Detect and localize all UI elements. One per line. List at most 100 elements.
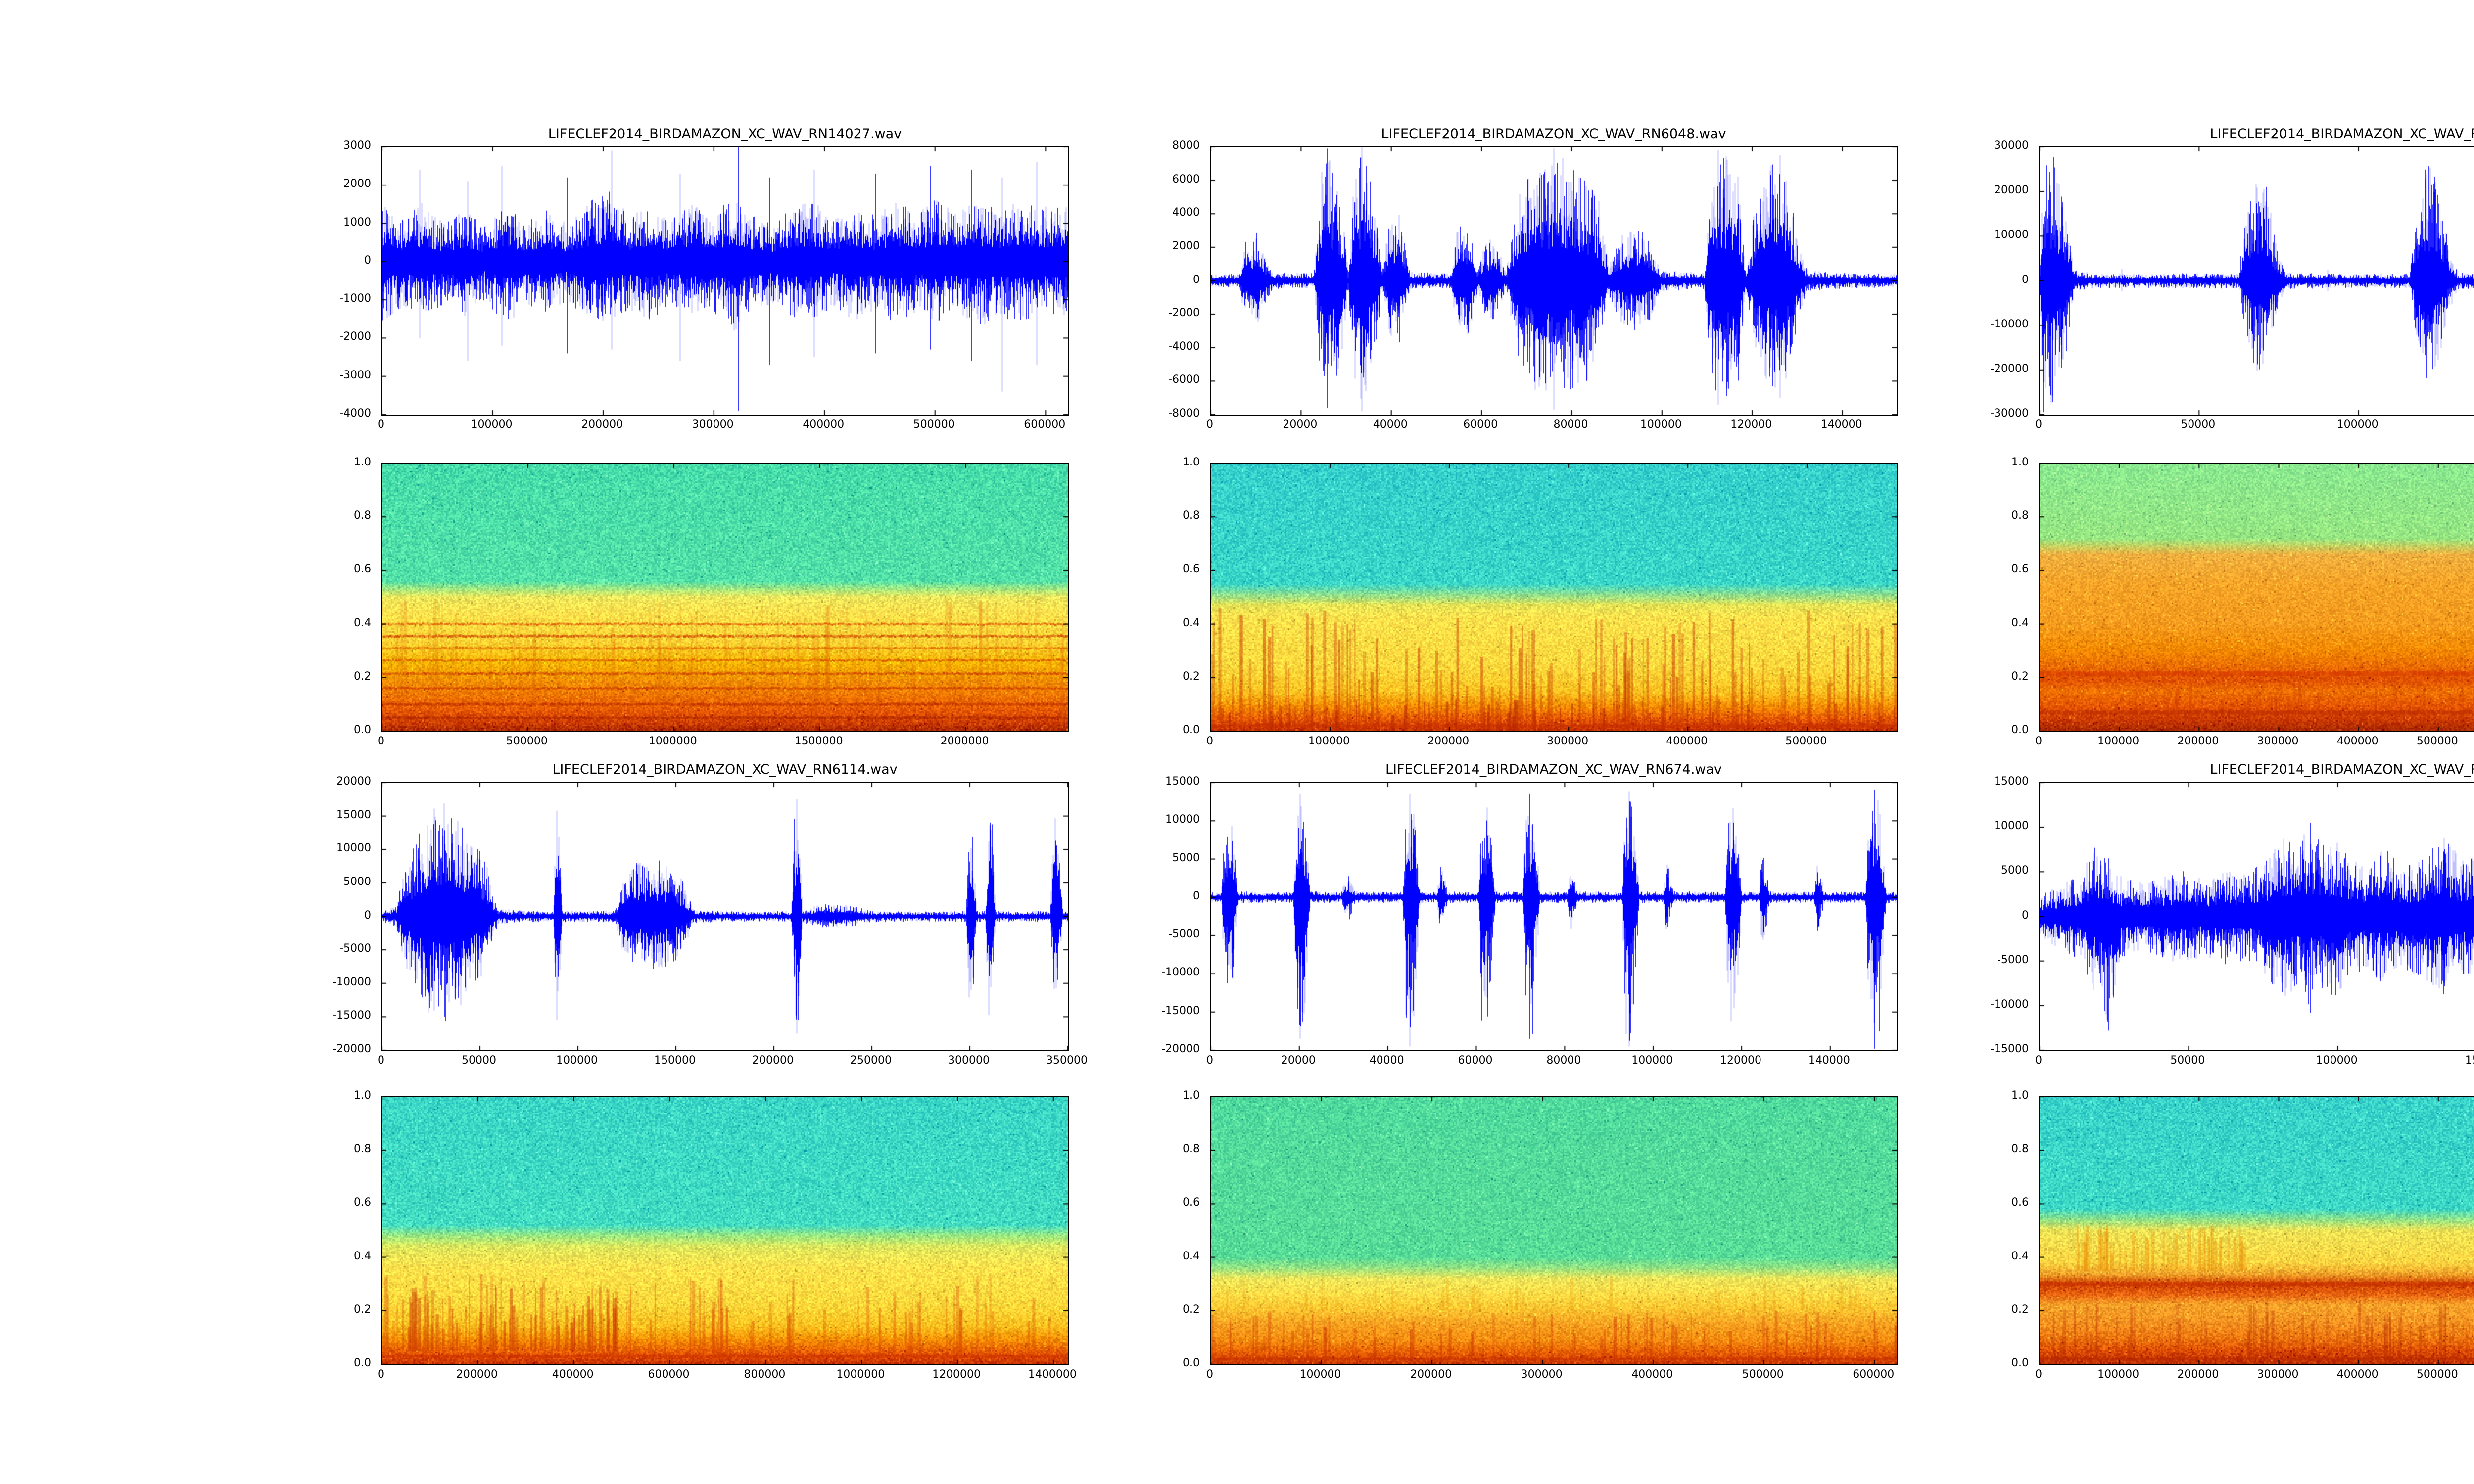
- y-tick-label: 0.0: [354, 724, 371, 736]
- y-tick-labels: 1.0 0.8 0.6 0.4 0.2 0.0: [1963, 1089, 2034, 1369]
- x-tick-label: 0: [378, 418, 384, 431]
- x-tick-label: 40000: [1369, 1054, 1404, 1067]
- y-tick-label: 2000: [1172, 239, 1200, 252]
- subplot-waveform-rn5767: LIFECLEF2014_BIRDAMAZON_XC_WAV_RN5767.wa…: [1990, 126, 2474, 431]
- x-tick-labels: 0 20000 40000 60000 80000 100000 120000 140000: [1206, 418, 1898, 434]
- x-tick-label: 600000: [1853, 1368, 1895, 1381]
- y-tick-label: -10000: [1161, 966, 1200, 979]
- axes-frame: [2039, 1096, 2474, 1365]
- axes-frame: [2039, 782, 2474, 1051]
- x-tick-labels: 0 100000 200000 300000 400000 500000: [1206, 735, 1898, 751]
- y-tick-label: 15000: [1165, 775, 1200, 788]
- x-tick-label: 100000: [556, 1054, 598, 1067]
- axes-frame: [1210, 146, 1898, 416]
- x-tick-label: 1000000: [836, 1368, 885, 1381]
- spectrogram-plot: [382, 1097, 1068, 1364]
- x-tick-label: 0: [378, 1054, 384, 1067]
- x-tick-label: 0: [2035, 1368, 2042, 1381]
- x-tick-label: 500000: [506, 735, 548, 747]
- x-tick-label: 200000: [2177, 1368, 2219, 1381]
- x-tick-label: 50000: [2170, 1054, 2205, 1067]
- y-tick-label: 0.2: [2011, 1303, 2029, 1316]
- x-tick-label: 350000: [1046, 1054, 1088, 1067]
- waveform-plot: [1211, 783, 1897, 1050]
- y-tick-label: -15000: [333, 1009, 371, 1022]
- x-tick-label: 100000: [471, 418, 513, 431]
- y-tick-label: -4000: [339, 407, 371, 419]
- x-tick-label: 200000: [456, 1368, 498, 1381]
- x-tick-label: 0: [1206, 1054, 1213, 1067]
- x-tick-label: 500000: [2416, 735, 2458, 747]
- x-tick-label: 100000: [2097, 735, 2140, 747]
- y-tick-label: 0.6: [2011, 1196, 2029, 1209]
- axes-frame: [1210, 463, 1898, 732]
- y-tick-label: 0.2: [1183, 670, 1200, 683]
- y-tick-label: -6000: [1168, 373, 1200, 386]
- y-tick-label: 10000: [1994, 229, 2029, 241]
- x-tick-label: 1500000: [794, 735, 843, 747]
- y-tick-label: 0.0: [2011, 1357, 2029, 1369]
- spectrogram-plot: [2040, 464, 2474, 731]
- x-tick-label: 400000: [2336, 1368, 2379, 1381]
- x-tick-label: 200000: [2177, 735, 2219, 747]
- y-tick-label: 6000: [1172, 173, 1200, 186]
- y-tick-labels: 15000 10000 5000 0 -5000 -10000 -15000 -20000: [1135, 775, 1205, 1055]
- subplot-waveform-rn14027: LIFECLEF2014_BIRDAMAZON_XC_WAV_RN14027.w…: [339, 126, 1069, 431]
- y-tick-label: 0.8: [1183, 510, 1200, 522]
- x-tick-label: 1000000: [648, 735, 697, 747]
- x-tick-label: 100000: [1299, 1368, 1341, 1381]
- x-tick-label: 80000: [1546, 1054, 1581, 1067]
- y-tick-labels: 1.0 0.8 0.6 0.4 0.2 0.0: [1135, 1089, 1205, 1369]
- x-tick-label: 60000: [1463, 418, 1498, 431]
- y-tick-label: -2000: [1168, 307, 1200, 320]
- subplot-waveform-rn674: LIFECLEF2014_BIRDAMAZON_XC_WAV_RN674.wav…: [1161, 762, 1898, 1067]
- y-tick-label: 4000: [1172, 206, 1200, 219]
- y-tick-label: 0.6: [1183, 1196, 1200, 1209]
- y-tick-label: 0.2: [2011, 670, 2029, 683]
- y-tick-label: 10000: [1994, 820, 2029, 833]
- y-tick-label: 0.6: [2011, 563, 2029, 576]
- y-tick-label: -20000: [333, 1043, 371, 1055]
- y-tick-label: 1.0: [354, 1089, 371, 1102]
- subplot-spectrogram-rn6114: 1.0 0.8 0.6 0.4 0.2 0.0 0 200000 400000 600000 80…: [354, 1089, 1077, 1381]
- y-tick-label: 0.0: [1183, 1357, 1200, 1369]
- y-tick-label: 0: [2022, 273, 2029, 286]
- plot-title: LIFECLEF2014_BIRDAMAZON_XC_WAV_RN5767.wa…: [2210, 126, 2474, 141]
- y-tick-label: 10000: [1165, 813, 1200, 826]
- x-tick-label: 0: [378, 735, 384, 747]
- x-tick-label: 300000: [2257, 735, 2299, 747]
- y-tick-label: 0.6: [1183, 563, 1200, 576]
- y-tick-label: -30000: [1990, 407, 2029, 419]
- x-tick-label: 0: [2035, 1054, 2042, 1067]
- y-tick-labels: 20000 15000 10000 5000 0 -5000 -10000 -15000 -20…: [306, 775, 376, 1055]
- y-tick-label: 0.8: [2011, 1143, 2029, 1156]
- y-tick-label: -15000: [1990, 1043, 2029, 1055]
- x-tick-label: 150000: [2465, 1054, 2474, 1067]
- y-tick-label: 0.2: [354, 1303, 371, 1316]
- x-tick-label: 300000: [692, 418, 734, 431]
- y-tick-label: -10000: [1990, 998, 2029, 1011]
- axes-frame: [2039, 146, 2474, 416]
- axes-frame: [381, 463, 1069, 732]
- y-tick-label: 0.6: [354, 1196, 371, 1209]
- plot-title: LIFECLEF2014_BIRDAMAZON_XC_WAV_RN6048.wa…: [1381, 126, 1726, 141]
- x-tick-label: 0: [2035, 735, 2042, 747]
- y-tick-label: 0.2: [354, 670, 371, 683]
- x-tick-label: 60000: [1458, 1054, 1493, 1067]
- y-tick-label: 0.8: [1183, 1143, 1200, 1156]
- axes-frame: [381, 782, 1069, 1051]
- y-tick-labels: 30000 20000 10000 0 -10000 -20000 -30000: [1963, 139, 2034, 419]
- x-tick-label: 800000: [744, 1368, 786, 1381]
- spectrogram-plot: [1211, 464, 1897, 731]
- x-tick-label: 120000: [1730, 418, 1772, 431]
- x-tick-label: 140000: [1808, 1054, 1850, 1067]
- y-tick-labels: 8000 6000 4000 2000 0 -2000 -4000 -6000 -8000: [1135, 139, 1205, 419]
- waveform-plot: [2040, 783, 2474, 1050]
- y-tick-labels: 1.0 0.8 0.6 0.4 0.2 0.0: [1963, 456, 2034, 736]
- x-tick-label: 50000: [462, 1054, 496, 1067]
- axes-frame: [2039, 463, 2474, 732]
- x-tick-label: 2000000: [940, 735, 989, 747]
- y-tick-label: 1.0: [1183, 1089, 1200, 1102]
